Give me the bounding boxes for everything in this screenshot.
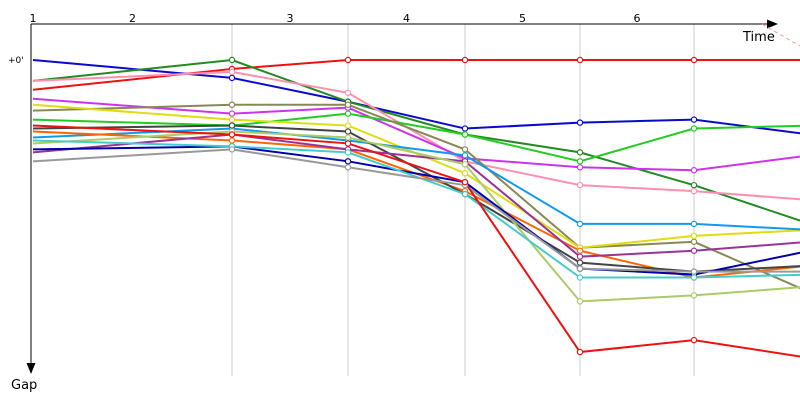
- x-axis-arrow: [767, 19, 778, 29]
- corner-dash: [761, 23, 800, 47]
- data-point: [344, 110, 352, 117]
- data-point: [576, 265, 584, 272]
- data-point: [576, 56, 584, 64]
- data-point: [461, 125, 469, 132]
- data-point: [690, 125, 698, 132]
- data-point: [576, 149, 584, 156]
- data-point: [461, 56, 469, 64]
- data-point: [344, 89, 352, 96]
- data-point: [690, 116, 698, 123]
- data-point: [461, 152, 469, 159]
- data-point: [576, 274, 584, 281]
- data-point: [344, 128, 352, 135]
- data-point: [228, 116, 236, 123]
- data-point: [690, 187, 698, 195]
- y-axis-arrow: [26, 363, 36, 374]
- data-point: [690, 247, 698, 254]
- data-point: [461, 131, 469, 138]
- data-point: [576, 247, 584, 254]
- data-point: [228, 101, 236, 108]
- data-point: [690, 292, 698, 299]
- data-point: [228, 131, 236, 138]
- data-point: [690, 274, 698, 281]
- data-point: [690, 336, 698, 344]
- axes: Time Gap +0': [8, 19, 800, 393]
- y-axis-label: Gap: [11, 378, 37, 393]
- data-point: [576, 253, 584, 260]
- data-point: [690, 268, 698, 275]
- data-point: [344, 158, 352, 165]
- data-point: [228, 56, 236, 64]
- lap-label: 4: [403, 12, 410, 25]
- data-point: [576, 259, 584, 266]
- data-point: [461, 161, 469, 168]
- lap-label: 5: [519, 12, 526, 25]
- data-point: [344, 56, 352, 64]
- data-point: [228, 68, 236, 76]
- series-line: [32, 97, 800, 172]
- data-point: [228, 110, 236, 117]
- data-point: [576, 164, 584, 171]
- lap-label: 1: [30, 12, 37, 25]
- lap-label: 2: [129, 12, 136, 25]
- lap-grid: [231, 24, 695, 376]
- data-point: [690, 232, 698, 240]
- data-point: [461, 170, 469, 177]
- data-point: [461, 190, 469, 198]
- data-point: [576, 119, 584, 126]
- data-point: [461, 146, 469, 153]
- y-tick-label: +0': [8, 56, 24, 66]
- data-point: [576, 220, 584, 228]
- data-point: [228, 74, 236, 82]
- lap-label: 6: [634, 12, 641, 25]
- data-point: [576, 348, 584, 356]
- data-point: [576, 298, 584, 305]
- series-lines: [32, 58, 800, 358]
- data-point: [228, 137, 236, 144]
- data-point: [228, 146, 236, 153]
- data-point: [344, 149, 352, 156]
- data-point: [690, 56, 698, 64]
- lap-labels: 1 2 3 4 5 6: [30, 12, 641, 25]
- series-points: [228, 56, 698, 356]
- data-point: [228, 122, 236, 129]
- series-line: [32, 139, 800, 279]
- data-point: [576, 158, 584, 165]
- data-point: [690, 238, 698, 245]
- x-axis-label: Time: [742, 30, 775, 45]
- data-point: [344, 101, 352, 108]
- data-point: [690, 167, 698, 174]
- data-point: [690, 220, 698, 228]
- data-point: [690, 181, 698, 189]
- data-point: [344, 122, 352, 129]
- data-point: [344, 140, 352, 147]
- data-point: [344, 164, 352, 171]
- data-point: [344, 134, 352, 141]
- data-point: [461, 178, 469, 186]
- lap-label: 3: [287, 12, 294, 25]
- data-point: [576, 181, 584, 189]
